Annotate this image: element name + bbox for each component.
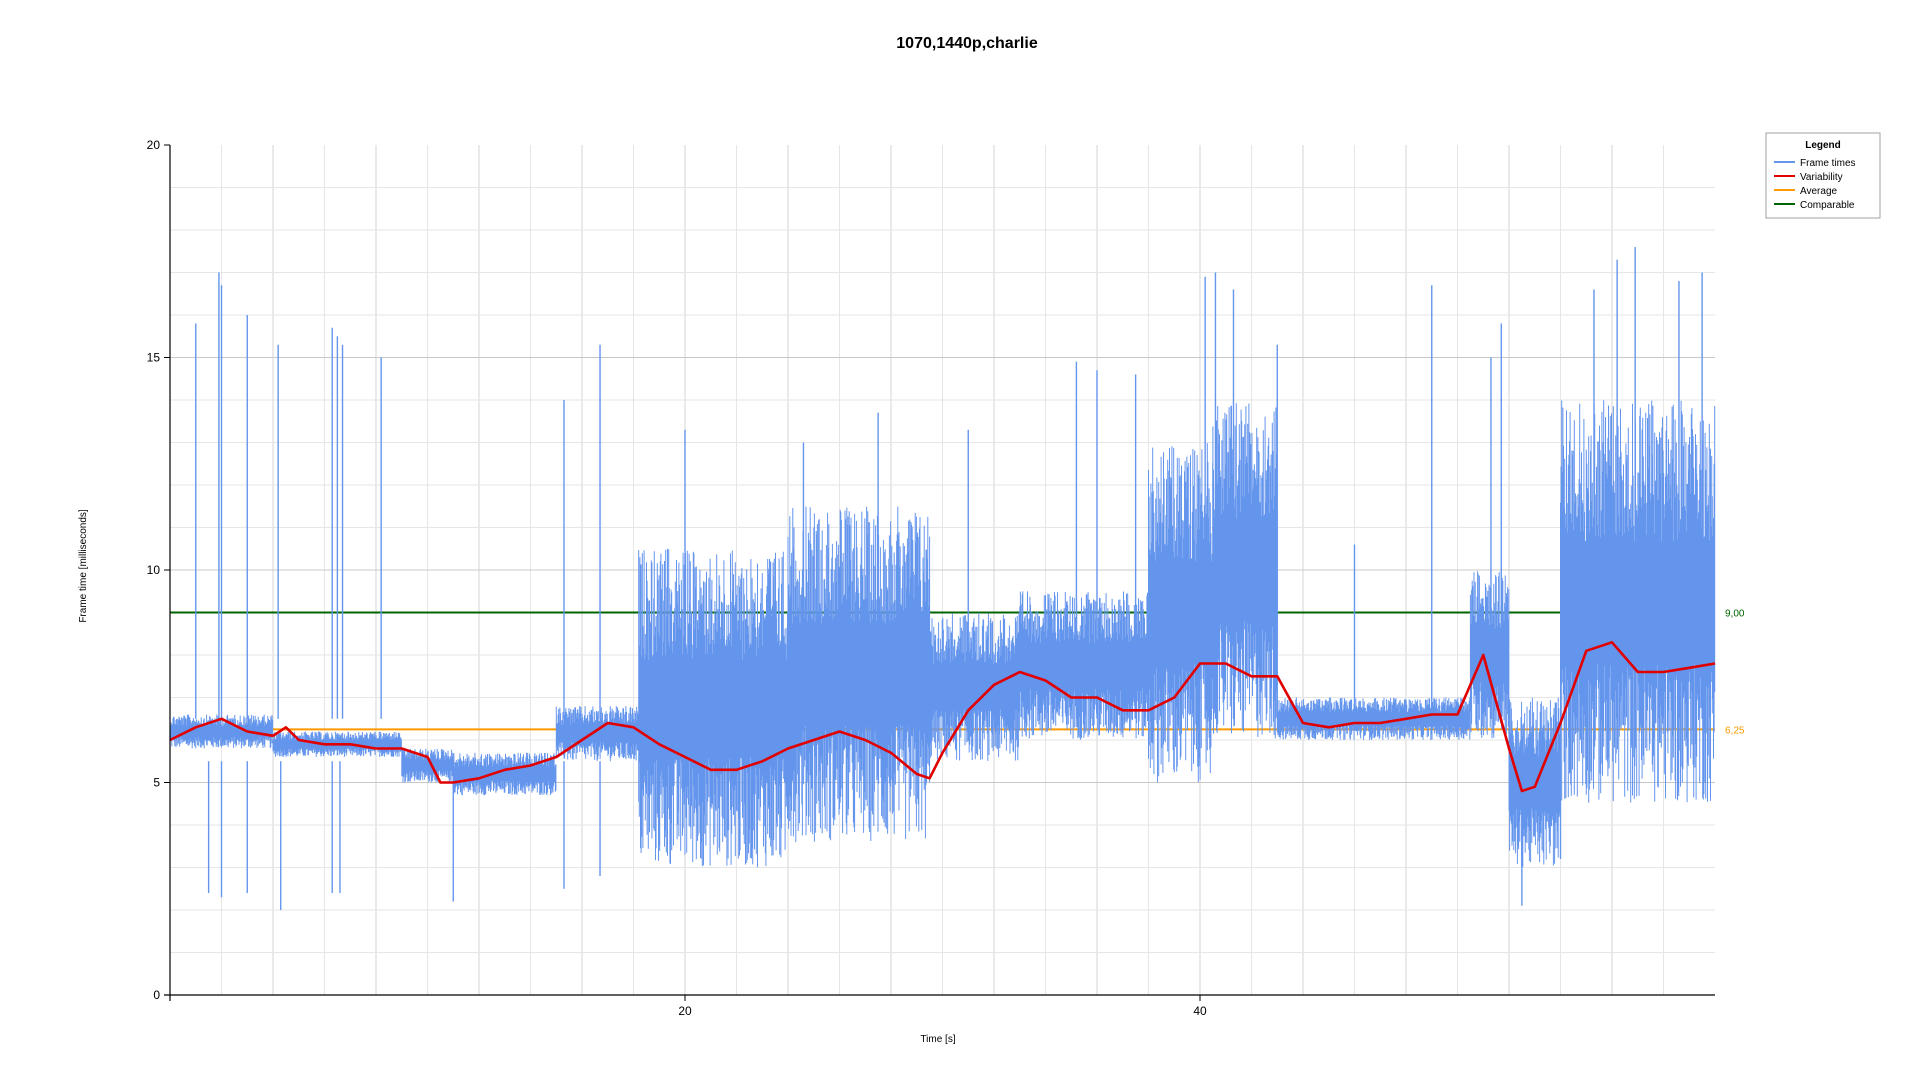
y-tick-label: 0 [153,988,160,1002]
comparable-value-label: 9,00 [1725,609,1745,620]
variability-line [169,641,1716,793]
average-value-label: 6,25 [1725,725,1745,736]
legend-entry-label: Average [1800,186,1838,197]
x-tick-label: 20 [678,1004,692,1018]
y-tick-label: 10 [147,563,161,577]
frame-times-series [169,247,1716,910]
y-tick-label: 15 [147,351,161,365]
chart-title: 1070,1440p,charlie [896,35,1038,52]
y-axis-label: Frame time [milliseconds] [78,509,89,623]
legend-entry-label: Comparable [1800,200,1855,211]
axes [164,145,1715,1001]
variability-series [169,641,1716,793]
y-tick-label: 20 [147,138,161,152]
x-tick-label: 40 [1193,1004,1207,1018]
tick-labels: 0 5 10 15 20 20 40 [147,138,1207,1018]
legend-entry-label: Variability [1800,172,1843,183]
x-axis-label: Time [s] [920,1034,955,1045]
grid [170,145,1715,995]
legend: Legend Frame times Variability Average Comp… [1765,132,1881,219]
legend-title: Legend [1805,140,1841,151]
legend-entry-label: Frame times [1800,158,1856,169]
y-tick-label: 5 [153,776,160,790]
